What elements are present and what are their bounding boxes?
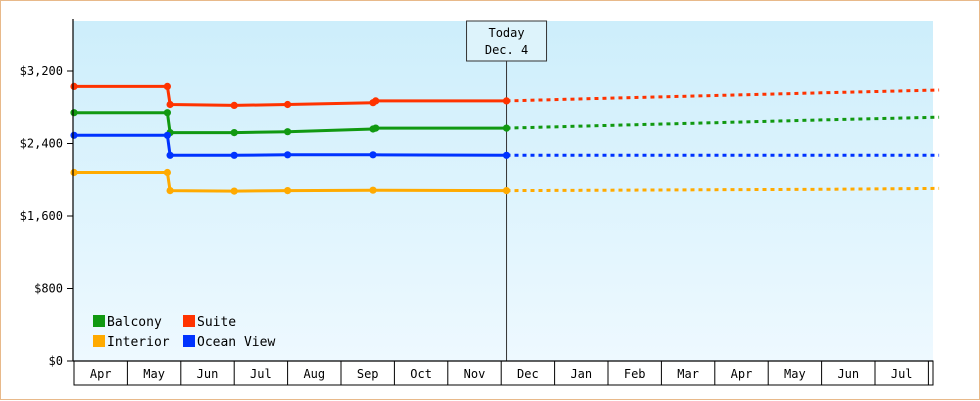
data-point [163,168,171,177]
data-point [502,187,511,195]
data-point [369,151,377,159]
data-point [166,151,174,159]
series-forecast-balcony [506,115,940,130]
series-balcony [70,109,940,137]
x-tick-label: Mar [677,367,699,381]
data-point [230,101,238,109]
data-point [502,151,511,159]
data-point [284,187,292,195]
data-point [70,82,78,90]
x-tick-label: Jul [250,367,272,381]
legend-swatch-interior [93,335,105,347]
data-point [284,128,292,136]
today-box [466,20,548,62]
x-tick-label: Nov [464,367,486,381]
data-point [284,100,292,109]
legend-label-interior: Interior [107,335,170,350]
data-point [284,151,292,159]
series-group [70,82,940,195]
x-tick-label: Aug [303,367,325,381]
legend-swatch-suite [183,315,195,327]
x-tick-label: Dec [517,367,539,381]
data-point [372,124,380,132]
data-point [502,97,511,105]
data-point [230,151,238,159]
x-tick-label: Apr [90,367,112,381]
legend-swatch-balcony [93,315,105,327]
legend-label-suite: Suite [197,315,236,330]
x-tick-label: Jan [570,367,592,381]
series-suite [70,82,940,109]
x-tick-label: Jul [891,367,913,381]
data-point [163,82,171,90]
x-tick-label: Oct [410,367,432,381]
x-tick-label: Sep [357,367,379,381]
legend-label-ocean-view: Ocean View [197,335,275,350]
data-point [230,187,238,195]
today-date: Dec. 4 [485,43,528,57]
x-tick-label: Apr [731,367,753,381]
x-axis-box [73,360,934,386]
legend-label-balcony: Balcony [107,315,162,330]
series-forecast-suite [506,88,940,103]
axes: $0 $800 $1,600 $2,400 $3,200 Apr May Jun Jul Aug S… [20,19,934,386]
data-point [70,109,78,117]
data-point [230,129,238,137]
legend: Balcony Suite Interior Ocean View [93,315,275,350]
data-point [70,131,78,139]
x-tick-label: May [143,367,165,381]
today-marker: Today Dec. 4 [466,20,548,361]
y-tick-label: $2,400 [20,137,63,151]
x-tick-label: Feb [624,367,646,381]
x-tick-label: May [784,367,806,381]
legend-swatch-ocean-view [183,335,195,347]
data-point [166,100,174,109]
data-point [166,187,174,195]
data-point [163,109,171,117]
y-tick-label: $1,600 [20,209,63,223]
data-point [70,168,78,177]
y-tick-label: $800 [34,282,63,296]
x-tick-label: Jun [197,367,219,381]
series-interior [70,168,940,195]
data-point [369,186,377,194]
x-tick-label: Jun [837,367,859,381]
today-label: Today [488,26,524,40]
data-point [502,124,511,132]
data-point [163,131,171,139]
series-ocean-view [70,131,940,159]
data-point [372,97,380,105]
y-tick-label: $0 [49,354,63,368]
y-tick-label: $3,200 [20,64,63,78]
series-forecast-interior [506,186,940,193]
